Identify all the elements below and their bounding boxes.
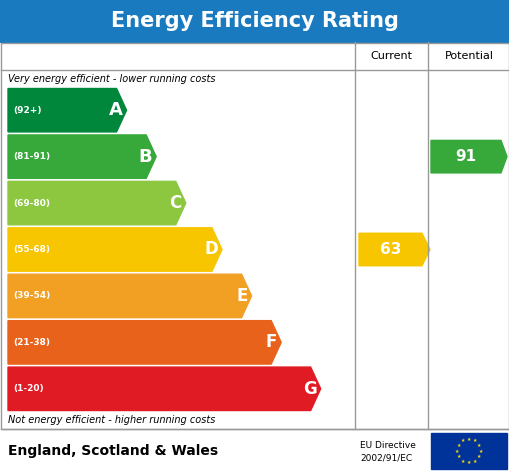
Text: ★: ★ xyxy=(460,459,464,464)
Text: (39-54): (39-54) xyxy=(13,291,50,300)
Text: A: A xyxy=(108,101,122,119)
Text: ★: ★ xyxy=(460,438,464,443)
Polygon shape xyxy=(8,367,320,411)
Text: ★: ★ xyxy=(456,455,460,459)
Text: EU Directive: EU Directive xyxy=(359,440,415,449)
Text: 2002/91/EC: 2002/91/EC xyxy=(359,454,411,463)
Bar xyxy=(1,43,508,429)
Text: (55-68): (55-68) xyxy=(13,245,50,254)
Polygon shape xyxy=(430,140,506,173)
Text: ★: ★ xyxy=(478,448,482,454)
Text: ★: ★ xyxy=(476,455,480,459)
Text: Very energy efficient - lower running costs: Very energy efficient - lower running co… xyxy=(8,74,215,84)
Text: ★: ★ xyxy=(472,459,476,464)
Text: 91: 91 xyxy=(455,149,475,164)
Polygon shape xyxy=(8,228,221,271)
Text: ★: ★ xyxy=(456,443,460,447)
Polygon shape xyxy=(8,88,126,132)
Text: ★: ★ xyxy=(466,437,470,442)
Text: G: G xyxy=(302,380,316,398)
Polygon shape xyxy=(8,274,251,318)
Text: F: F xyxy=(265,333,277,351)
Text: Current: Current xyxy=(370,51,412,61)
Polygon shape xyxy=(8,321,280,364)
Text: ★: ★ xyxy=(472,438,476,443)
Text: Not energy efficient - higher running costs: Not energy efficient - higher running co… xyxy=(8,415,215,425)
Text: Potential: Potential xyxy=(444,51,493,61)
Text: ★: ★ xyxy=(476,443,480,447)
Text: England, Scotland & Wales: England, Scotland & Wales xyxy=(8,444,218,458)
Text: 63: 63 xyxy=(379,242,401,257)
Text: Energy Efficiency Rating: Energy Efficiency Rating xyxy=(111,11,398,31)
Text: D: D xyxy=(204,240,217,259)
Polygon shape xyxy=(358,233,429,266)
Text: B: B xyxy=(138,148,152,166)
Text: E: E xyxy=(236,287,247,305)
Polygon shape xyxy=(8,135,156,178)
Bar xyxy=(430,433,506,469)
Text: ★: ★ xyxy=(454,448,459,454)
Text: ★: ★ xyxy=(466,460,470,465)
Polygon shape xyxy=(8,181,185,225)
Text: (69-80): (69-80) xyxy=(13,199,50,208)
Text: (92+): (92+) xyxy=(13,105,41,115)
Text: (81-91): (81-91) xyxy=(13,152,50,161)
Text: C: C xyxy=(169,194,181,212)
Text: (21-38): (21-38) xyxy=(13,338,50,347)
Text: (1-20): (1-20) xyxy=(13,384,44,393)
Bar xyxy=(0,0,509,42)
